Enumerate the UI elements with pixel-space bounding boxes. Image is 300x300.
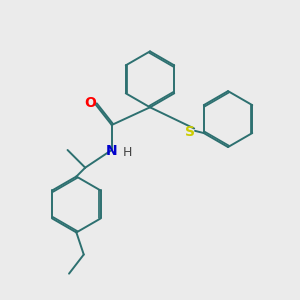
Text: S: S <box>185 125 195 139</box>
Text: O: O <box>84 96 96 110</box>
Text: H: H <box>123 146 133 159</box>
Text: N: N <box>105 145 117 158</box>
